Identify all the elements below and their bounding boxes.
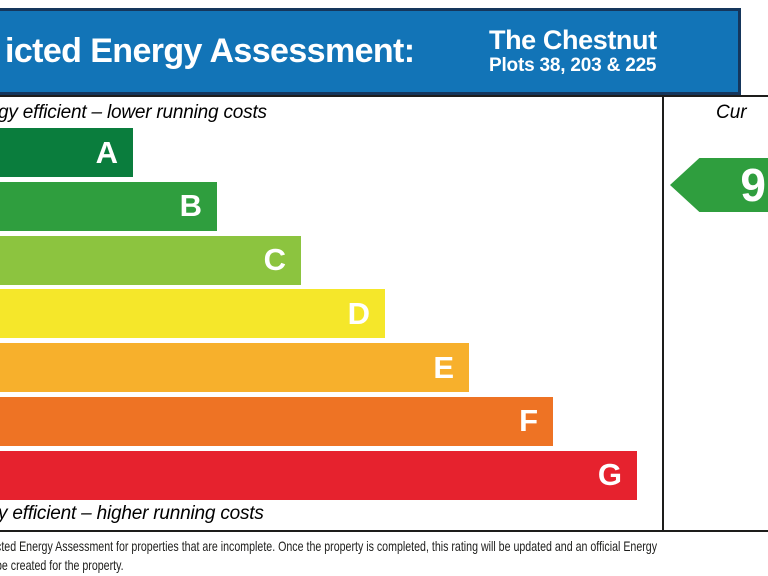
property-name: The Chestnut xyxy=(489,25,657,55)
efficient-lower-costs-label: gy efficient – lower running costs xyxy=(0,102,267,123)
band-e-bar: E xyxy=(0,343,469,393)
chart-top-border xyxy=(0,95,768,97)
inefficient-higher-costs-label: y efficient – higher running costs xyxy=(0,503,264,524)
current-column-divider xyxy=(662,95,664,532)
band-letter: C xyxy=(263,242,286,278)
property-info: The Chestnut Plots 38, 203 & 225 xyxy=(489,25,657,77)
footer-line-2: be created for the property. xyxy=(0,557,124,573)
current-column-label: Cur xyxy=(716,102,747,123)
bands: A B C D E F G xyxy=(0,128,637,505)
band-letter: F xyxy=(519,403,538,439)
band-letter: G xyxy=(597,457,622,493)
current-rating-value: 9 xyxy=(740,159,766,211)
footer-disclaimer: cted Energy Assessment for properties th… xyxy=(0,537,768,575)
band-letter: D xyxy=(347,295,370,331)
band-letter: B xyxy=(179,188,202,224)
band-b-bar: B xyxy=(0,181,217,231)
band-f-bar: F xyxy=(0,396,553,446)
band-c-bar: C xyxy=(0,235,301,285)
property-plots: Plots 38, 203 & 225 xyxy=(489,55,657,76)
header-bar: icted Energy Assessment: The Chestnut Pl… xyxy=(0,8,741,95)
band-g-bar: G xyxy=(0,450,637,500)
band-d-bar: D xyxy=(0,289,385,339)
footer-line-1: cted Energy Assessment for properties th… xyxy=(0,538,658,554)
page-title: icted Energy Assessment: xyxy=(5,32,415,70)
band-letter: A xyxy=(95,134,118,170)
chart-bottom-border xyxy=(0,530,768,532)
band-letter: E xyxy=(433,349,454,385)
band-a-bar: A xyxy=(0,128,133,177)
current-rating-arrow: 9 xyxy=(670,158,768,212)
